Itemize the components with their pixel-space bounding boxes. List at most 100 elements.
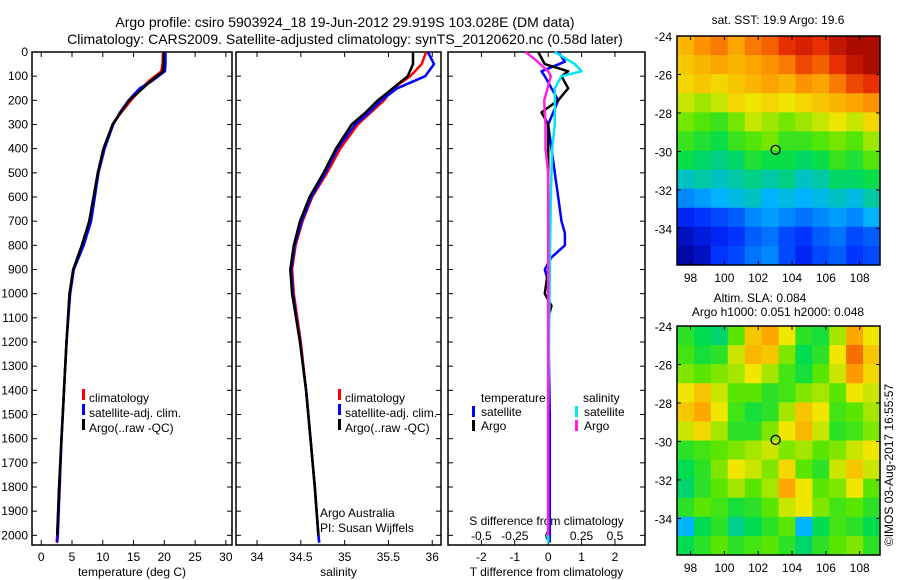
heatmap-cell bbox=[710, 440, 729, 461]
x-tick-label: 25 bbox=[188, 550, 202, 564]
heatmap-cell bbox=[812, 383, 830, 403]
heatmap-cell bbox=[778, 478, 796, 499]
x-tick-label: 20 bbox=[158, 550, 172, 564]
heatmap-cell bbox=[693, 421, 712, 441]
legend-swatch bbox=[82, 419, 85, 430]
heatmap-cell bbox=[778, 421, 796, 441]
x-tick-label: 34 bbox=[250, 550, 264, 564]
heatmap-cell bbox=[693, 74, 712, 94]
heatmap-cell bbox=[677, 55, 695, 75]
heatmap-cell bbox=[744, 93, 763, 113]
x-tick-label: 98 bbox=[684, 561, 698, 575]
heatmap-cell bbox=[863, 169, 881, 190]
heatmap-cell bbox=[829, 93, 847, 113]
title-line2: Climatology: CARS2009. Satellite-adjuste… bbox=[67, 31, 623, 47]
heatmap-cell bbox=[677, 93, 695, 113]
heatmap-cell bbox=[677, 516, 695, 537]
heatmap-cell bbox=[693, 55, 712, 75]
x-axis-label: salinity bbox=[320, 565, 357, 579]
y-tick-label: 1600 bbox=[1, 432, 28, 446]
heatmap-cell bbox=[761, 459, 779, 480]
y-tick-label: -30 bbox=[655, 145, 673, 159]
legend-label: satellite bbox=[584, 405, 625, 419]
heatmap-cell bbox=[677, 150, 695, 171]
heatmap-cell bbox=[812, 402, 830, 422]
heatmap-cell bbox=[846, 326, 864, 346]
heatmap-cell bbox=[778, 131, 796, 151]
heatmap-cell bbox=[727, 169, 746, 190]
heatmap-cell bbox=[727, 535, 746, 556]
heatmap-cell bbox=[863, 326, 881, 346]
map-frame-sla-map bbox=[676, 325, 881, 556]
heatmap-cell bbox=[829, 112, 847, 132]
heatmap-cell bbox=[863, 364, 881, 384]
heatmap-cell bbox=[812, 169, 830, 190]
heatmap-cell bbox=[710, 459, 729, 480]
heatmap-cell bbox=[761, 383, 779, 403]
heatmap-cell bbox=[710, 402, 729, 422]
heatmap-cell bbox=[761, 440, 779, 461]
heatmap-cell bbox=[846, 421, 864, 441]
heatmap-cell bbox=[846, 478, 864, 499]
y-tick-label: 1800 bbox=[1, 480, 28, 494]
heatmap-cell bbox=[727, 383, 746, 403]
y-tick-label: 500 bbox=[8, 166, 28, 180]
heatmap-cell bbox=[761, 497, 779, 518]
heatmap-cell bbox=[778, 402, 796, 422]
y-tick-label: -30 bbox=[655, 435, 673, 449]
x2-axis-label: S difference from climatology bbox=[469, 514, 624, 528]
heatmap-cell bbox=[829, 74, 847, 94]
legend-label: satellite-adj. clim. bbox=[89, 406, 181, 420]
heatmap-cell bbox=[710, 383, 729, 403]
y-tick-label: 1900 bbox=[1, 504, 28, 518]
heatmap-cell bbox=[829, 402, 847, 422]
heatmap-cell bbox=[727, 402, 746, 422]
heatmap-cell bbox=[795, 169, 813, 190]
legend-label: Argo(..raw -QC) bbox=[89, 421, 174, 435]
legend-label: Argo bbox=[584, 419, 610, 433]
heatmap-cell bbox=[744, 421, 763, 441]
y-tick-label: 900 bbox=[8, 263, 28, 277]
heatmap-cell bbox=[677, 383, 695, 403]
heatmap-cell bbox=[710, 535, 729, 556]
heatmap-cell bbox=[761, 74, 779, 94]
heatmap-cell bbox=[812, 478, 830, 499]
heatmap-cell bbox=[795, 131, 813, 151]
heatmap-cell bbox=[677, 440, 695, 461]
x2-tick-label: -0.5 bbox=[471, 529, 492, 543]
x2-tick-label: -0.25 bbox=[501, 529, 529, 543]
x-tick-label: 36 bbox=[426, 550, 440, 564]
heatmap-cell bbox=[693, 345, 712, 365]
heatmap-cell bbox=[761, 36, 779, 56]
heatmap-cell bbox=[812, 440, 830, 461]
heatmap-cell bbox=[812, 207, 830, 228]
heatmap-cell bbox=[761, 207, 779, 228]
heatmap-cell bbox=[710, 478, 729, 499]
map-title: Altim. SLA: 0.084 bbox=[714, 291, 807, 305]
legend-swatch bbox=[82, 389, 85, 400]
heatmap-cell bbox=[727, 55, 746, 75]
heatmap-cell bbox=[710, 421, 729, 441]
heatmap-cell bbox=[795, 402, 813, 422]
heatmap-cell bbox=[795, 188, 813, 209]
heatmap-cell bbox=[710, 326, 729, 346]
heatmap-cell bbox=[761, 93, 779, 113]
heatmap-cell bbox=[693, 226, 712, 247]
heatmap-cell bbox=[863, 207, 881, 228]
heatmap-cell bbox=[778, 497, 796, 518]
heatmap-cell bbox=[812, 345, 830, 365]
heatmap-cell bbox=[795, 345, 813, 365]
heatmap-cell bbox=[778, 516, 796, 537]
heatmap-cell bbox=[829, 169, 847, 190]
heatmap-cell bbox=[677, 364, 695, 384]
heatmap-cell bbox=[846, 345, 864, 365]
heatmap-cell bbox=[829, 131, 847, 151]
heatmap-cell bbox=[846, 245, 864, 266]
heatmap-cell bbox=[710, 345, 729, 365]
argo-position-marker bbox=[770, 144, 781, 156]
x-tick-label: 30 bbox=[219, 550, 233, 564]
heatmap-cell bbox=[710, 112, 729, 132]
x-tick-label: 106 bbox=[816, 561, 836, 575]
heatmap-cell bbox=[761, 55, 779, 75]
heatmap-cell bbox=[727, 440, 746, 461]
